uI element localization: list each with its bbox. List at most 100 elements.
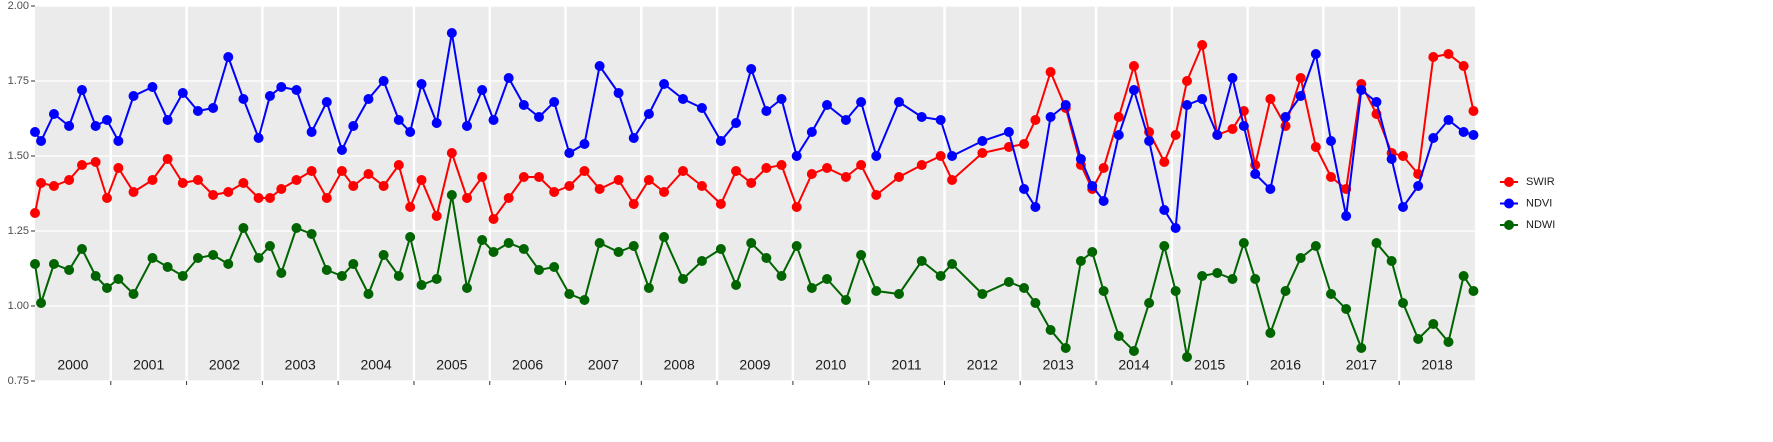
data-point <box>715 244 726 254</box>
data-point <box>1227 124 1238 134</box>
data-point <box>613 88 624 98</box>
data-point <box>363 169 374 179</box>
data-point <box>462 121 472 131</box>
data-point <box>696 256 707 266</box>
data-point <box>761 106 772 116</box>
data-point <box>147 82 158 92</box>
data-point <box>348 181 359 191</box>
data-point <box>1098 286 1109 296</box>
data-point <box>935 151 946 161</box>
data-point <box>162 154 173 164</box>
data-point <box>446 148 457 158</box>
data-point <box>822 274 832 284</box>
data-point <box>1265 94 1276 104</box>
data-point <box>431 274 442 284</box>
data-point <box>48 259 59 269</box>
data-point <box>1159 205 1170 215</box>
year-label: 2014 <box>1118 357 1149 373</box>
data-point <box>1227 274 1238 284</box>
y-tick-label: 2.00 <box>8 0 29 12</box>
data-point <box>393 271 404 281</box>
data-point <box>462 283 472 293</box>
data-point <box>1144 298 1155 308</box>
data-point <box>1310 241 1321 251</box>
data-point <box>147 175 158 185</box>
data-point <box>321 265 332 275</box>
data-point <box>253 133 264 143</box>
year-label: 2016 <box>1270 357 1301 373</box>
data-point <box>731 280 742 290</box>
data-point <box>90 121 101 131</box>
data-point <box>628 241 639 251</box>
data-point <box>947 259 958 269</box>
year-label: 2003 <box>285 357 316 373</box>
data-point <box>1238 121 1249 131</box>
data-point <box>321 193 332 203</box>
data-point <box>1356 343 1367 353</box>
data-point <box>306 229 317 239</box>
data-point <box>871 151 882 161</box>
data-point <box>1371 97 1382 107</box>
data-point <box>518 172 529 182</box>
data-point <box>1295 91 1306 101</box>
data-point <box>1295 73 1306 83</box>
data-point <box>549 187 560 197</box>
data-point <box>1326 136 1336 146</box>
data-point <box>840 172 851 182</box>
data-point <box>1413 181 1424 191</box>
data-point <box>1159 157 1170 167</box>
year-label: 2007 <box>588 357 619 373</box>
data-point <box>503 73 514 83</box>
data-point <box>977 136 988 146</box>
data-point <box>1030 202 1041 212</box>
data-point <box>696 103 707 113</box>
data-point <box>791 202 802 212</box>
year-label: 2015 <box>1194 357 1225 373</box>
data-point <box>1098 163 1109 173</box>
data-point <box>36 136 47 146</box>
data-point <box>1265 328 1276 338</box>
data-point <box>113 163 124 173</box>
data-point <box>276 184 287 194</box>
data-point <box>518 100 529 110</box>
data-point <box>503 193 514 203</box>
data-point <box>253 253 264 263</box>
data-point <box>1295 253 1306 263</box>
legend-label: NDWI <box>1526 219 1555 231</box>
data-point <box>1170 223 1181 233</box>
data-point <box>659 79 670 89</box>
data-point <box>871 190 882 200</box>
data-point <box>746 178 757 188</box>
data-point <box>579 139 590 149</box>
data-point <box>378 181 389 191</box>
data-point <box>321 97 332 107</box>
data-point <box>594 184 605 194</box>
data-point <box>1170 130 1181 140</box>
legend-key <box>1504 198 1514 209</box>
data-point <box>643 175 654 185</box>
year-label: 2009 <box>739 357 770 373</box>
data-point <box>128 289 139 299</box>
data-point <box>192 106 203 116</box>
data-point <box>177 271 188 281</box>
data-point <box>223 187 234 197</box>
data-point <box>238 223 249 233</box>
data-point <box>534 172 544 182</box>
data-point <box>1443 49 1454 59</box>
data-point <box>1386 256 1397 266</box>
data-point <box>643 283 654 293</box>
data-point <box>564 148 575 158</box>
y-tick-label: 1.00 <box>8 300 29 312</box>
data-point <box>806 169 817 179</box>
data-point <box>856 160 867 170</box>
data-point <box>746 238 757 248</box>
data-point <box>534 265 544 275</box>
data-point <box>128 187 139 197</box>
data-point <box>1159 241 1170 251</box>
y-tick-label: 1.75 <box>8 75 29 87</box>
data-point <box>30 208 40 218</box>
data-point <box>579 166 590 176</box>
data-point <box>348 121 359 131</box>
year-label: 2010 <box>815 357 846 373</box>
data-point <box>147 253 158 263</box>
